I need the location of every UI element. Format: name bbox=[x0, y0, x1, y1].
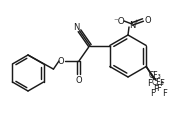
Text: O: O bbox=[76, 75, 82, 84]
Text: F: F bbox=[162, 88, 167, 97]
Text: +: + bbox=[134, 18, 138, 23]
Text: CF₃: CF₃ bbox=[149, 70, 162, 79]
Text: ⁻O: ⁻O bbox=[113, 16, 125, 25]
Text: O: O bbox=[145, 15, 151, 24]
Text: F: F bbox=[153, 84, 158, 93]
Text: O: O bbox=[58, 56, 64, 65]
Text: F: F bbox=[156, 83, 161, 92]
Text: CF₃: CF₃ bbox=[152, 77, 165, 86]
Text: F: F bbox=[147, 78, 152, 87]
Text: N: N bbox=[73, 23, 80, 32]
Text: F: F bbox=[150, 88, 155, 97]
Text: F: F bbox=[159, 78, 164, 87]
Text: N: N bbox=[129, 20, 135, 29]
